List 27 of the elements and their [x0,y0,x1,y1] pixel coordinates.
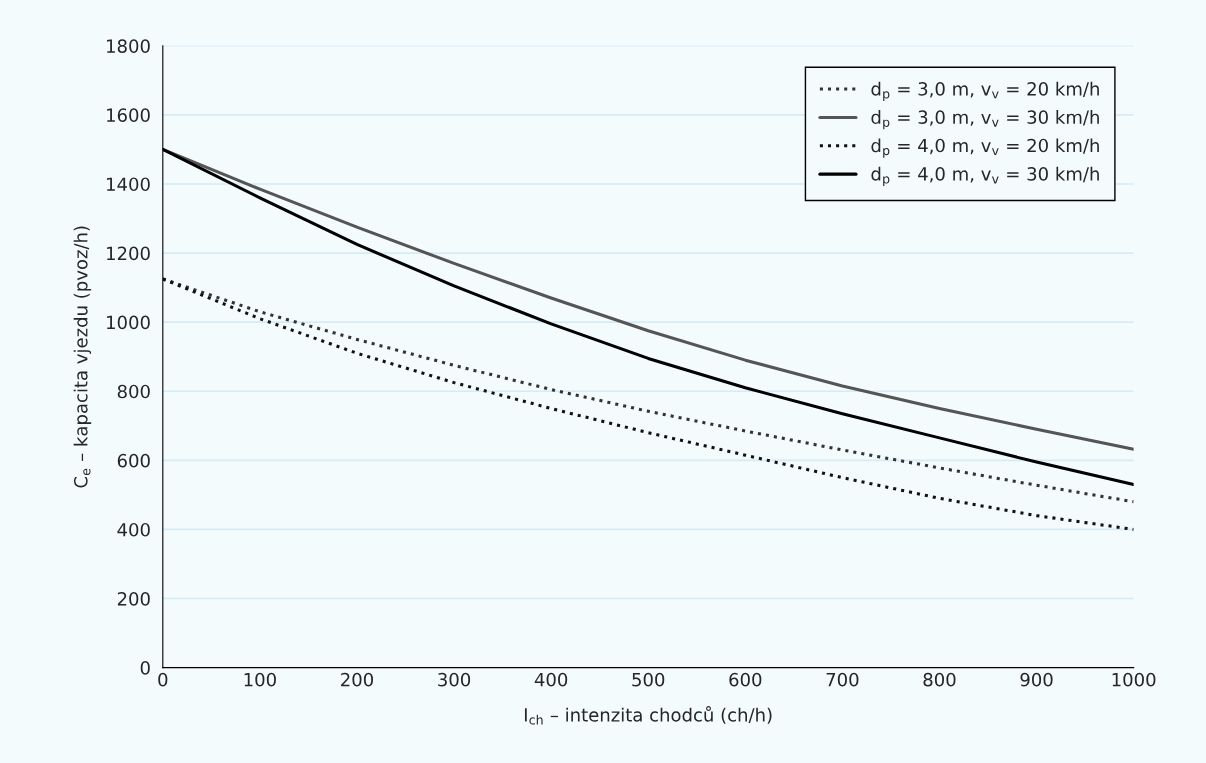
legend-label: d$_{p}$ = 3,0 m, v$_{v}$ = 20 km/h [871,81,1099,101]
y-axis-title: C$_{e}$ – kapacita vjezdu (pvoz/h) [73,226,92,488]
x-tick-label: 1000 [1112,672,1156,687]
y-tick-label: 600 [117,453,150,468]
y-tick-label: 1600 [107,108,150,122]
y-tick-label: 200 [117,591,150,606]
legend-label: d$_{p}$ = 4,0 m, v$_{v}$ = 20 km/h [871,138,1099,158]
x-axis-title: I$_{ch}$ – intenzita chodců (ch/h) [524,706,772,725]
legend-label: d$_{p}$ = 4,0 m, v$_{v}$ = 30 km/h [871,166,1099,187]
x-tick-label: 0 [158,672,168,687]
x-tick-label: 100 [244,672,276,687]
x-tick-label: 200 [341,672,374,687]
x-tick-label: 400 [534,672,568,687]
y-tick-label: 0 [140,661,150,675]
x-tick-label: 900 [1020,672,1053,687]
x-tick-label: 800 [923,672,956,687]
y-tick-label: 800 [117,384,150,399]
y-tick-label: 1000 [107,315,150,330]
y-tick-label: 1200 [107,246,150,261]
x-tick-label: 300 [438,672,471,687]
legend-label: d$_{p}$ = 3,0 m, v$_{v}$ = 30 km/h [871,110,1099,130]
y-tick-label: 1400 [107,177,150,192]
x-tick-label: 600 [729,672,762,687]
x-tick-label: 700 [826,672,859,687]
y-tick-label: 400 [117,522,150,537]
x-tick-label: 500 [632,672,665,687]
y-tick-label: 1800 [107,39,150,53]
